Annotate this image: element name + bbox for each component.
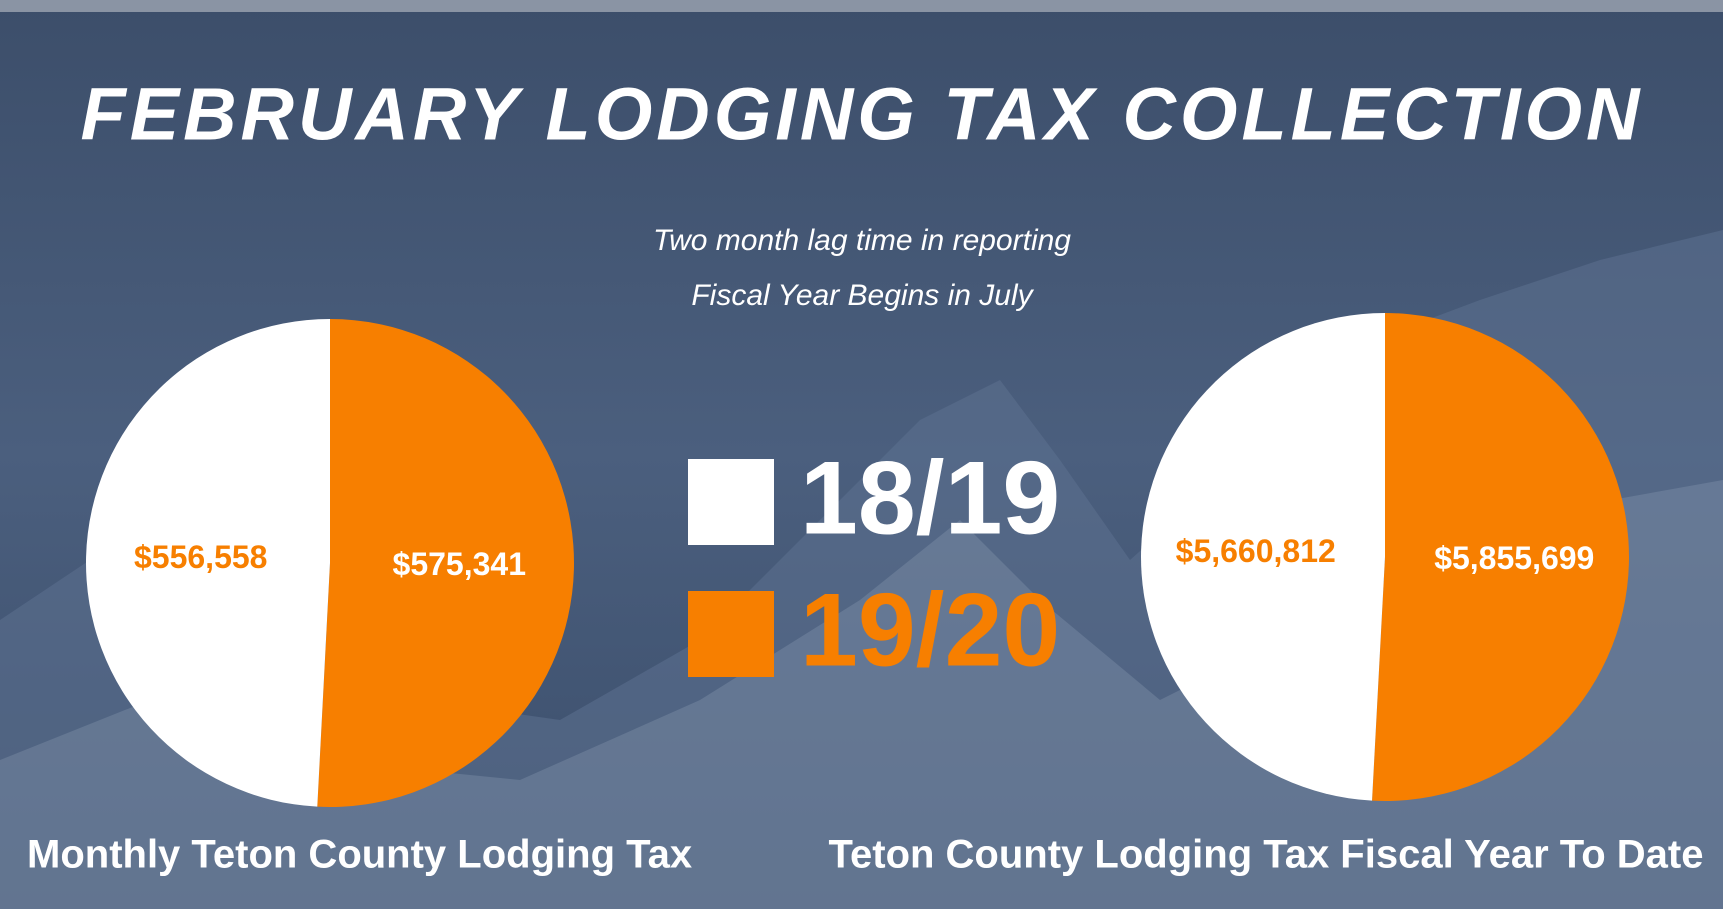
- value-label: $5,660,812: [1176, 533, 1336, 569]
- value-label: $575,341: [393, 546, 526, 582]
- value-label: $556,558: [134, 539, 267, 575]
- title: FEBRUARY LODGING TAX COLLECTION: [81, 73, 1644, 156]
- pie-slice: 18/19: [85, 318, 330, 807]
- legend-label: 19/20: [800, 572, 1060, 688]
- note: Two month lag time in reporting: [653, 224, 1071, 257]
- legend-label: 18/19: [800, 440, 1060, 556]
- pie-slice: 18/19: [1141, 313, 1385, 801]
- legend-swatch: [688, 591, 774, 677]
- chart-title: Teton County Lodging Tax Fiscal Year To …: [829, 833, 1704, 877]
- top-strip: [0, 0, 1723, 12]
- legend-swatch: [688, 459, 774, 545]
- pie-slice: 19/20: [1372, 312, 1630, 802]
- value-label: $5,855,699: [1434, 540, 1594, 576]
- note: Fiscal Year Begins in July: [691, 279, 1034, 312]
- pie-slice: 19/20: [317, 319, 574, 808]
- mountain-snow: [0, 480, 1723, 909]
- legend: 18/19 19/20: [688, 440, 1060, 688]
- chart-title: Monthly Teton County Lodging Tax: [27, 833, 692, 877]
